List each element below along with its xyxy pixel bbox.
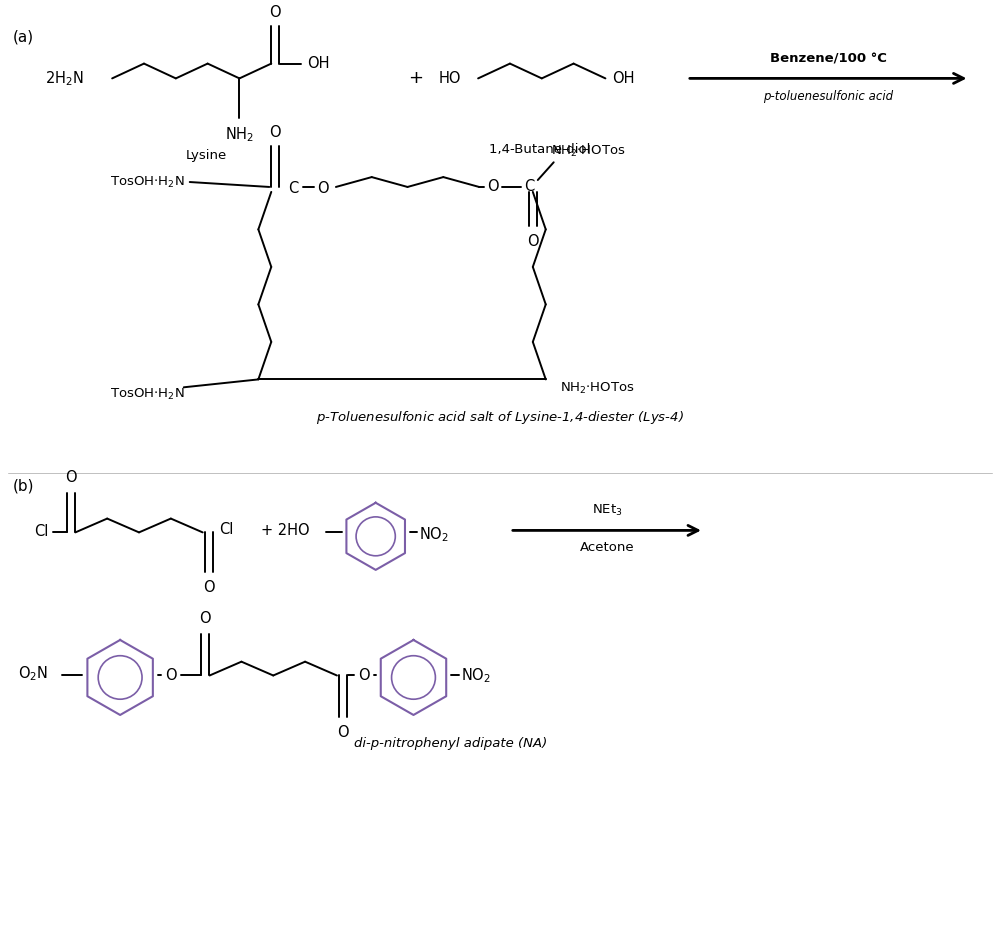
Text: O: O: [199, 611, 210, 626]
Text: O$_2$N: O$_2$N: [18, 664, 48, 683]
Text: di-p-nitrophenyl adipate (NA): di-p-nitrophenyl adipate (NA): [354, 736, 547, 749]
Text: O: O: [203, 580, 214, 595]
Text: (a): (a): [13, 29, 34, 44]
Text: NH$_2$$\cdot$HOTos: NH$_2$$\cdot$HOTos: [560, 381, 634, 397]
Text: Benzene/100 °C: Benzene/100 °C: [770, 53, 887, 66]
Text: O: O: [527, 234, 539, 250]
Text: Cl: Cl: [220, 522, 234, 536]
Text: Lysine: Lysine: [186, 150, 227, 163]
Text: 2H$_2$N: 2H$_2$N: [45, 69, 83, 88]
Text: OH: OH: [612, 71, 635, 86]
Text: O: O: [66, 470, 77, 485]
Text: O: O: [317, 181, 329, 196]
Text: O: O: [358, 668, 370, 683]
Text: O: O: [165, 668, 177, 683]
Text: O: O: [269, 125, 281, 140]
Text: TosOH$\cdot$H$_2$N: TosOH$\cdot$H$_2$N: [110, 388, 185, 402]
Text: +: +: [408, 69, 423, 87]
Text: (b): (b): [13, 478, 34, 493]
Text: TosOH$\cdot$H$_2$N: TosOH$\cdot$H$_2$N: [110, 175, 185, 190]
Text: O: O: [337, 725, 349, 740]
Text: NH$_2$$\cdot$HOTos: NH$_2$$\cdot$HOTos: [551, 144, 626, 159]
Text: OH: OH: [307, 56, 330, 71]
Text: NH$_2$: NH$_2$: [225, 126, 254, 144]
Text: Acetone: Acetone: [580, 541, 634, 554]
Text: + 2HO: + 2HO: [261, 523, 310, 538]
Text: O: O: [269, 6, 281, 20]
Text: 1,4-Butane diol: 1,4-Butane diol: [489, 142, 590, 155]
Text: O: O: [487, 179, 499, 194]
Polygon shape: [381, 640, 446, 715]
Text: p-toluenesulfonic acid: p-toluenesulfonic acid: [763, 91, 893, 104]
Text: C: C: [288, 181, 298, 196]
Text: NO$_2$: NO$_2$: [419, 525, 449, 544]
Text: HO: HO: [438, 71, 461, 86]
Polygon shape: [87, 640, 153, 715]
Text: NEt$_3$: NEt$_3$: [592, 502, 622, 518]
Text: $p$-Toluenesulfonic acid salt of Lysine-1,4-diester (Lys-4): $p$-Toluenesulfonic acid salt of Lysine-…: [316, 409, 684, 426]
Text: Cl: Cl: [35, 524, 49, 539]
Polygon shape: [346, 503, 405, 570]
Text: C: C: [524, 179, 534, 194]
Text: NO$_2$: NO$_2$: [461, 666, 491, 684]
